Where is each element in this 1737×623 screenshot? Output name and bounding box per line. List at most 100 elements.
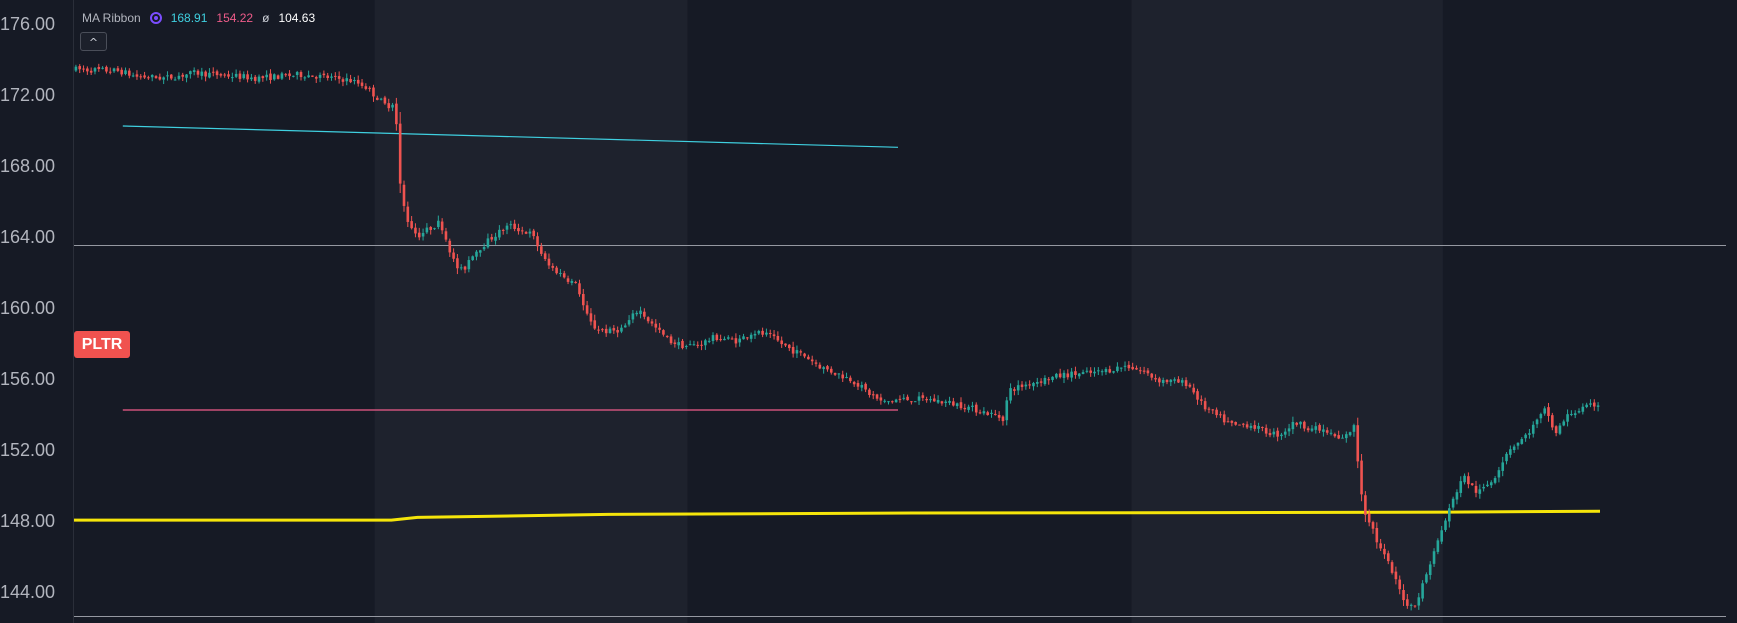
candle bbox=[1497, 466, 1501, 483]
candle bbox=[1325, 427, 1329, 435]
candle bbox=[837, 373, 841, 379]
indicator-settings-icon[interactable] bbox=[149, 12, 162, 24]
candle bbox=[833, 372, 837, 376]
candle bbox=[788, 344, 791, 352]
candle bbox=[1215, 407, 1218, 418]
candle bbox=[845, 372, 848, 379]
candle bbox=[898, 395, 902, 403]
candle bbox=[498, 225, 501, 240]
candle bbox=[1009, 383, 1012, 404]
candle bbox=[749, 332, 753, 343]
candle bbox=[383, 95, 387, 105]
candle bbox=[1032, 381, 1035, 391]
candle bbox=[452, 248, 455, 262]
candle bbox=[231, 72, 234, 82]
candle bbox=[665, 335, 669, 339]
candle bbox=[1371, 520, 1375, 534]
candle bbox=[1528, 428, 1531, 439]
candle bbox=[1207, 406, 1211, 414]
indicator-legend[interactable]: MA Ribbon 168.91 154.22 ø 104.63 bbox=[82, 8, 315, 28]
candle bbox=[1192, 383, 1196, 395]
candle bbox=[120, 67, 123, 77]
candle bbox=[768, 329, 772, 338]
collapse-legend-button[interactable]: ^ bbox=[80, 32, 107, 51]
candle bbox=[1554, 425, 1558, 437]
price-tick-label: 176.00 bbox=[0, 14, 55, 34]
candle bbox=[250, 73, 253, 82]
candle bbox=[364, 83, 368, 91]
candle bbox=[112, 67, 116, 73]
candle bbox=[211, 67, 215, 77]
candle bbox=[1478, 484, 1482, 499]
candle bbox=[1299, 421, 1302, 429]
candle bbox=[326, 72, 329, 81]
candle bbox=[318, 72, 322, 83]
candle bbox=[478, 249, 482, 257]
candle bbox=[986, 410, 989, 416]
candle bbox=[757, 329, 761, 336]
candle bbox=[994, 409, 997, 416]
candle bbox=[177, 72, 181, 81]
candle bbox=[173, 76, 177, 81]
candle bbox=[906, 394, 909, 401]
candle bbox=[463, 265, 467, 274]
candle bbox=[948, 396, 951, 406]
candle bbox=[1577, 408, 1581, 414]
candle bbox=[1146, 368, 1150, 376]
ma-line-0[interactable] bbox=[122, 125, 899, 148]
candle bbox=[242, 71, 246, 80]
ma-line-2[interactable] bbox=[74, 509, 1601, 522]
candle bbox=[715, 333, 719, 342]
candle bbox=[692, 340, 696, 346]
candle bbox=[292, 75, 295, 78]
candle bbox=[822, 366, 825, 374]
candle bbox=[1261, 426, 1264, 432]
candle bbox=[253, 74, 257, 84]
candle bbox=[1585, 402, 1588, 409]
candle bbox=[314, 75, 318, 83]
candle bbox=[1348, 431, 1352, 437]
price-tick-label: 164.00 bbox=[0, 227, 55, 247]
price-tick-label: 152.00 bbox=[0, 440, 55, 460]
candle bbox=[467, 256, 471, 273]
candle bbox=[1322, 424, 1325, 437]
candle bbox=[753, 330, 757, 339]
candle bbox=[1287, 423, 1291, 437]
candle bbox=[1409, 603, 1413, 611]
candle bbox=[1364, 491, 1367, 523]
candle bbox=[574, 280, 577, 284]
candle bbox=[677, 337, 680, 350]
candle bbox=[570, 278, 574, 286]
candle bbox=[1169, 378, 1173, 387]
candle bbox=[1280, 432, 1283, 440]
candle bbox=[1505, 452, 1508, 465]
candle bbox=[1108, 365, 1112, 374]
candle bbox=[505, 222, 509, 235]
candle bbox=[1493, 476, 1497, 485]
candle bbox=[1367, 509, 1371, 527]
candle bbox=[921, 392, 925, 402]
candle bbox=[1020, 381, 1024, 391]
ma-fast-value: 168.91 bbox=[170, 11, 208, 25]
candle bbox=[280, 71, 284, 80]
candle bbox=[879, 393, 883, 405]
candle bbox=[726, 335, 730, 340]
candle bbox=[940, 400, 944, 406]
price-tick-label: 144.00 bbox=[0, 582, 55, 602]
candle bbox=[208, 68, 211, 79]
candle bbox=[97, 63, 101, 72]
candle bbox=[108, 67, 112, 75]
candle bbox=[1211, 408, 1215, 414]
candle bbox=[1402, 584, 1405, 606]
candle bbox=[818, 362, 822, 370]
candle bbox=[765, 328, 768, 337]
candle bbox=[124, 67, 127, 76]
candle bbox=[128, 68, 131, 79]
candle bbox=[440, 218, 444, 235]
candle bbox=[864, 382, 867, 393]
candle bbox=[952, 397, 955, 407]
candle bbox=[540, 242, 543, 257]
candle bbox=[1165, 379, 1169, 385]
candle bbox=[814, 359, 818, 367]
